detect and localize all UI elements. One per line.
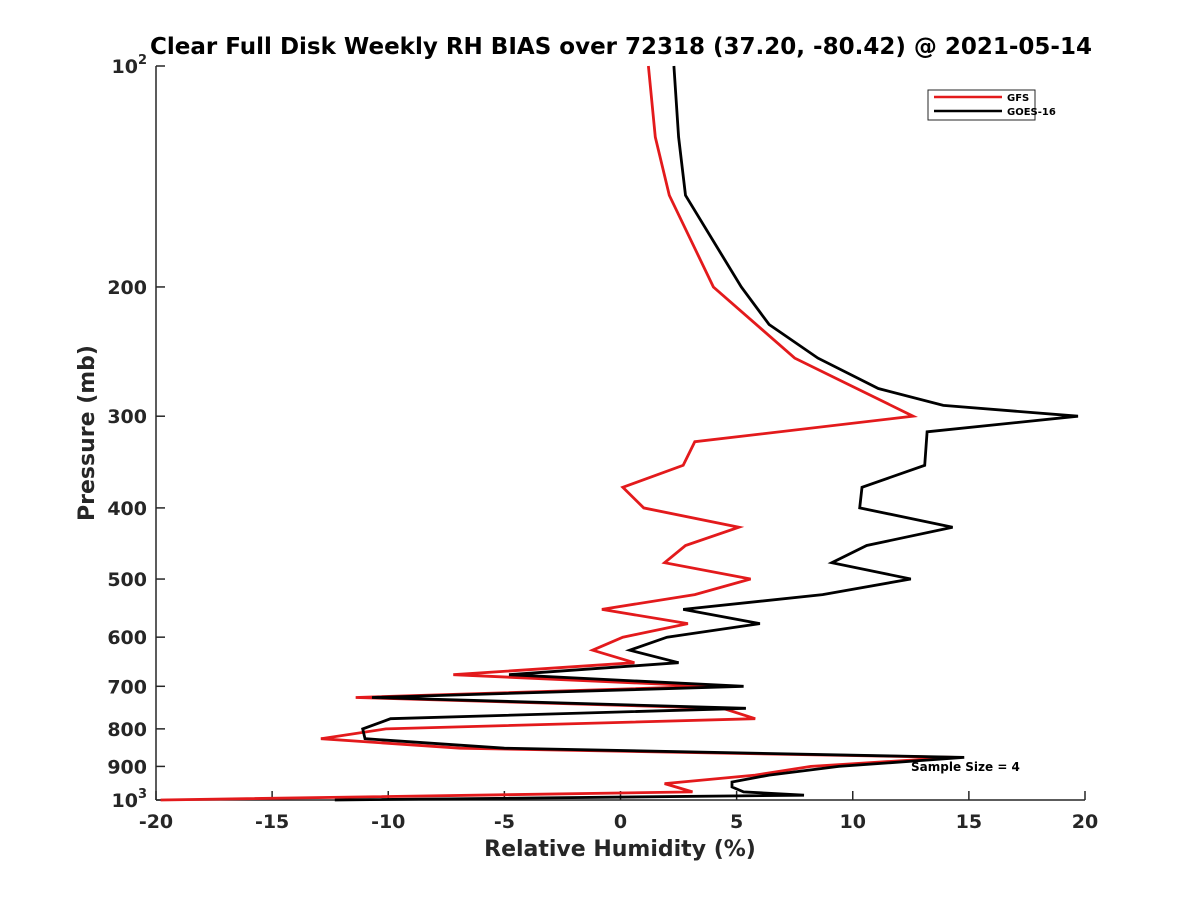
y-tick-label: 200 xyxy=(107,277,147,299)
series-layer xyxy=(160,65,1079,802)
y-tick-label: 300 xyxy=(107,406,147,428)
x-tick-label: 5 xyxy=(730,811,743,833)
x-tick-label: -20 xyxy=(139,811,173,833)
legend-label-goes16: GOES-16 xyxy=(1007,107,1056,118)
x-axis-ticks: -20 -15 -10 -5 0 5 10 15 20 xyxy=(139,791,1098,833)
y-tick-label: 700 xyxy=(107,676,147,698)
y-axis-label: Pressure (mb) xyxy=(75,345,100,521)
y-tick-label: 102 xyxy=(112,53,148,78)
legend-box xyxy=(927,89,1036,121)
x-tick-label: -15 xyxy=(255,811,289,833)
chart-title: Clear Full Disk Weekly RH BIAS over 7231… xyxy=(150,34,1092,60)
sample-size-annotation: Sample Size = 4 xyxy=(911,760,1020,774)
y-tick-label: 600 xyxy=(107,627,147,649)
legend-label-gfs: GFS xyxy=(1007,93,1029,104)
x-tick-label: 20 xyxy=(1072,811,1098,833)
x-tick-label: 0 xyxy=(614,811,627,833)
legend: GFS GOES-16 xyxy=(927,89,1056,121)
plot-area: -20 -15 -10 -5 0 5 10 15 20 102 200 300 400 500 600 70… xyxy=(107,53,1098,833)
y-axis-ticks: 102 200 300 400 500 600 700 800 900 103 xyxy=(107,53,165,812)
x-tick-label: 15 xyxy=(956,811,982,833)
x-axis-label: Relative Humidity (%) xyxy=(484,837,756,862)
x-tick-label: -10 xyxy=(371,811,405,833)
series-line-goes-16 xyxy=(334,65,1079,802)
x-tick-label: 10 xyxy=(840,811,866,833)
y-tick-label: 103 xyxy=(112,787,148,812)
y-tick-label: 900 xyxy=(107,756,147,778)
y-tick-label: 800 xyxy=(107,719,147,741)
y-tick-label: 500 xyxy=(107,569,147,591)
y-tick-label: 400 xyxy=(107,498,147,520)
x-tick-label: -5 xyxy=(494,811,515,833)
